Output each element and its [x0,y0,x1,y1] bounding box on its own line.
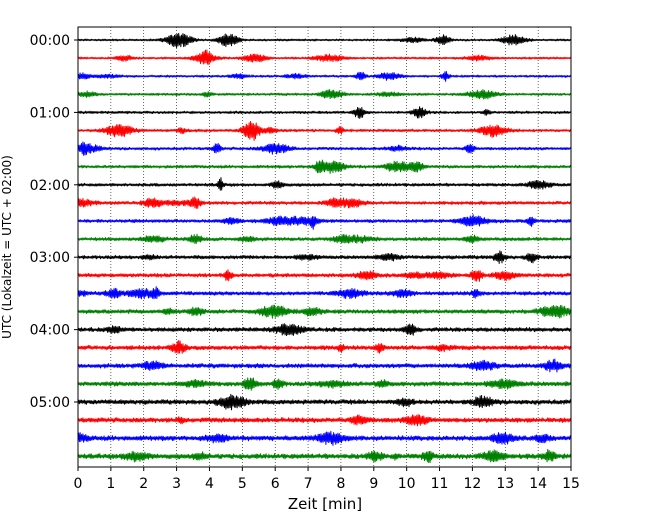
x-tick-label-13: 13 [496,476,514,492]
trace-0100 [77,106,572,119]
trace-0015 [77,49,572,66]
y-tick-label-3: 03:00 [30,250,70,266]
trace-0415 [77,340,572,354]
x-tick-label-12: 12 [463,476,481,492]
trace-0545 [77,448,572,464]
x-tick-label-14: 14 [529,476,547,492]
trace-0215 [77,196,572,209]
x-tick-label-6: 6 [271,476,280,492]
x-tick-label-0: 0 [74,476,83,492]
x-tick-label-1: 1 [106,476,115,492]
x-axis: 0 1 2 3 4 5 6 7 8 9 10 11 12 13 14 15 [74,467,580,492]
y-axis-title: UTC (Lokalzeit = UTC + 02:00) [0,155,14,339]
trace-0115 [77,120,572,141]
y-tick-label-2: 02:00 [30,178,70,194]
trace-0515 [77,414,572,427]
x-tick-label-8: 8 [336,476,345,492]
y-tick-label-4: 04:00 [30,323,70,339]
trace-0030 [77,71,572,82]
x-tick-label-2: 2 [139,476,148,492]
y-tick-label-1: 01:00 [30,105,70,121]
trace-group [77,32,572,464]
x-tick-label-15: 15 [562,476,580,492]
trace-0315 [77,269,572,282]
trace-0330 [77,286,572,300]
trace-0045 [77,89,572,100]
x-tick-label-9: 9 [369,476,378,492]
x-tick-label-4: 4 [205,476,214,492]
x-tick-label-5: 5 [238,476,247,492]
x-tick-label-10: 10 [398,476,416,492]
trace-0230 [77,214,572,230]
trace-0000 [77,32,572,49]
trace-0530 [77,430,572,446]
plot-background [78,27,571,467]
trace-0500 [77,393,572,411]
trace-0300 [77,250,572,264]
trace-0245 [77,233,572,245]
x-tick-label-3: 3 [172,476,181,492]
trace-0445 [77,377,572,391]
trace-0145 [77,159,572,174]
y-axis: 00:00 01:00 02:00 03:00 04:00 05:00 [30,33,78,411]
trace-0130 [77,141,572,156]
trace-0430 [77,358,572,373]
trace-0345 [77,304,572,319]
plot-frame [77,26,572,468]
trace-0400 [77,323,572,337]
y-tick-label-0: 00:00 [30,33,70,49]
x-axis-title: Zeit [min] [288,495,362,513]
y-tick-label-5: 05:00 [30,395,70,411]
x-tick-label-7: 7 [304,476,313,492]
trace-0200 [77,177,572,191]
x-tick-label-11: 11 [431,476,449,492]
